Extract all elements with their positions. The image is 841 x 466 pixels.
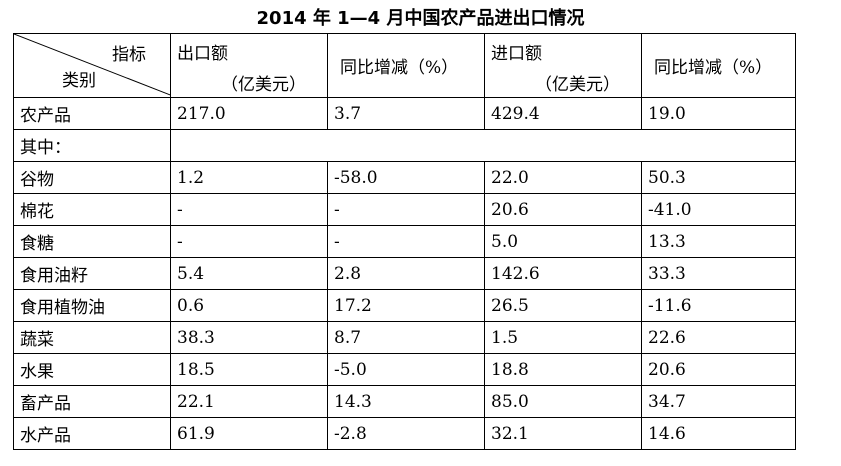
category-cell: 农产品	[13, 97, 171, 130]
table-row: 水产品 61.9 -2.8 32.1 14.6	[13, 417, 796, 450]
category-cell: 畜产品	[13, 385, 171, 418]
import-yoy-cell: 34.7	[641, 385, 796, 418]
export-cell: 217.0	[170, 97, 328, 130]
subheader-cell: 其中：	[13, 129, 171, 162]
table-row: 谷物 1.2 -58.0 22.0 50.3	[13, 161, 796, 194]
category-cell: 食用植物油	[13, 289, 171, 322]
table-row: 农产品 217.0 3.7 429.4 19.0	[13, 97, 796, 130]
table-row: 食糖 - - 5.0 13.3	[13, 225, 796, 258]
import-cell: 429.4	[484, 97, 642, 130]
subheader-row: 其中：	[13, 129, 796, 162]
import-yoy-cell: 22.6	[641, 321, 796, 354]
import-cell: 1.5	[484, 321, 642, 354]
table-row: 食用油籽 5.4 2.8 142.6 33.3	[13, 257, 796, 290]
export-cell: 38.3	[170, 321, 328, 354]
table-row: 食用植物油 0.6 17.2 26.5 -11.6	[13, 289, 796, 322]
header-row: 指标 类别 出口额 （亿美元） 同比增减（%） 进口额 （亿美元） 同比增减（%…	[13, 33, 796, 98]
import-yoy-cell: 13.3	[641, 225, 796, 258]
corner-category-label: 类别	[62, 71, 96, 91]
import-header-cell: 进口额 （亿美元）	[484, 33, 642, 98]
import-cell: 26.5	[484, 289, 642, 322]
import-cell: 142.6	[484, 257, 642, 290]
corner-header-cell: 指标 类别	[13, 33, 171, 98]
export-yoy-cell: 8.7	[327, 321, 485, 354]
import-yoy-cell: 50.3	[641, 161, 796, 194]
export-yoy-cell: -	[327, 225, 485, 258]
export-yoy-cell: 17.2	[327, 289, 485, 322]
export-header-cell: 出口额 （亿美元）	[170, 33, 328, 98]
export-yoy-cell: -2.8	[327, 417, 485, 450]
export-cell: 22.1	[170, 385, 328, 418]
export-yoy-cell: 2.8	[327, 257, 485, 290]
export-cell: -	[170, 193, 328, 226]
category-cell: 食用油籽	[13, 257, 171, 290]
import-yoy-cell: 33.3	[641, 257, 796, 290]
export-yoy-cell: -58.0	[327, 161, 485, 194]
import-yoy-cell: 19.0	[641, 97, 796, 130]
import-cell: 32.1	[484, 417, 642, 450]
export-header-line1: 出口额	[177, 43, 228, 64]
import-cell: 85.0	[484, 385, 642, 418]
import-cell: 18.8	[484, 353, 642, 386]
import-header-line1: 进口额	[491, 43, 542, 64]
import-yoy-header-cell: 同比增减（%）	[641, 33, 796, 98]
category-cell: 食糖	[13, 225, 171, 258]
import-cell: 22.0	[484, 161, 642, 194]
category-cell: 水果	[13, 353, 171, 386]
category-cell: 水产品	[13, 417, 171, 450]
export-header-line2: （亿美元）	[221, 74, 306, 95]
export-cell: 61.9	[170, 417, 328, 450]
category-cell: 蔬菜	[13, 321, 171, 354]
export-cell: 0.6	[170, 289, 328, 322]
export-cell: 5.4	[170, 257, 328, 290]
import-header-line2: （亿美元）	[535, 74, 620, 95]
export-cell: 18.5	[170, 353, 328, 386]
export-yoy-cell: 3.7	[327, 97, 485, 130]
table-row: 畜产品 22.1 14.3 85.0 34.7	[13, 385, 796, 418]
import-cell: 5.0	[484, 225, 642, 258]
subheader-empty-cell	[170, 129, 796, 162]
trade-table: 指标 类别 出口额 （亿美元） 同比增减（%） 进口额 （亿美元） 同比增减（%…	[13, 33, 796, 450]
table-row: 蔬菜 38.3 8.7 1.5 22.6	[13, 321, 796, 354]
export-yoy-cell: -5.0	[327, 353, 485, 386]
category-cell: 谷物	[13, 161, 171, 194]
export-cell: -	[170, 225, 328, 258]
export-yoy-cell: 14.3	[327, 385, 485, 418]
table-title: 2014 年 1—4 月中国农产品进出口情况	[256, 8, 585, 29]
category-cell: 棉花	[13, 193, 171, 226]
table-row: 棉花 - - 20.6 -41.0	[13, 193, 796, 226]
import-yoy-cell: -11.6	[641, 289, 796, 322]
import-cell: 20.6	[484, 193, 642, 226]
table-row: 水果 18.5 -5.0 18.8 20.6	[13, 353, 796, 386]
export-yoy-cell: -	[327, 193, 485, 226]
diagonal-line-icon	[14, 34, 170, 96]
export-cell: 1.2	[170, 161, 328, 194]
import-yoy-cell: 14.6	[641, 417, 796, 450]
import-yoy-cell: 20.6	[641, 353, 796, 386]
import-yoy-cell: -41.0	[641, 193, 796, 226]
corner-indicator-label: 指标	[112, 45, 146, 65]
export-yoy-header-cell: 同比增减（%）	[327, 33, 485, 98]
